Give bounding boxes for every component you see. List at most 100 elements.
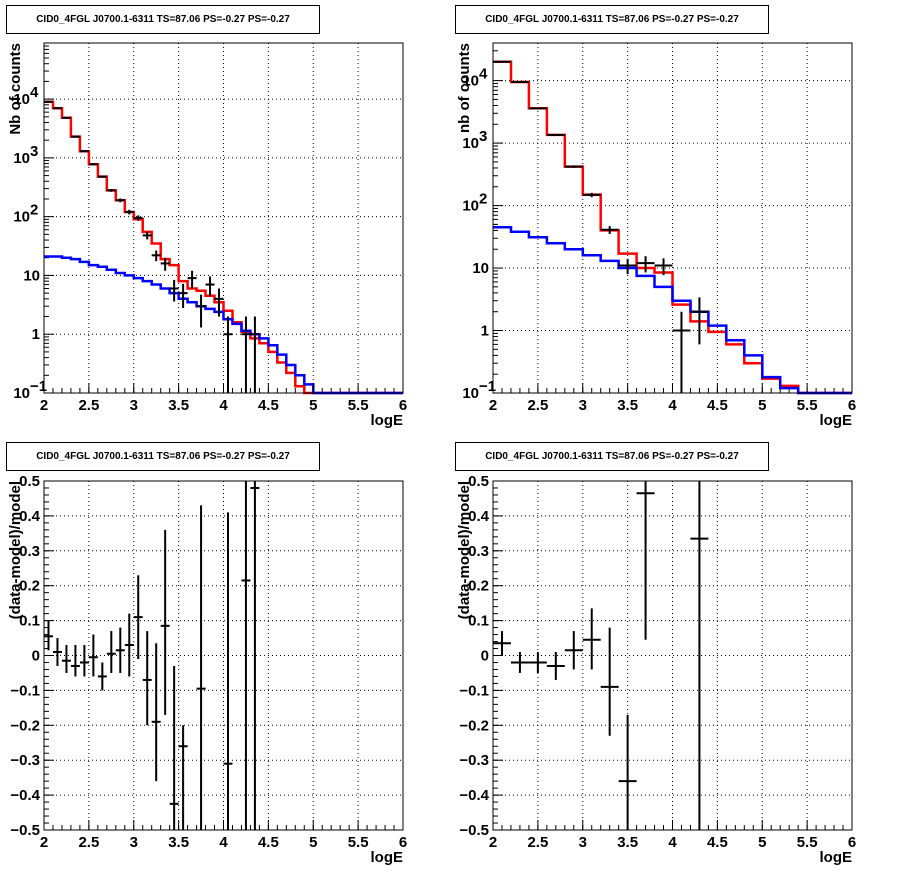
y-tick-label: 10 [13, 91, 30, 108]
data-point [618, 714, 637, 830]
data-point [690, 297, 709, 345]
x-tick-label: 6 [848, 834, 856, 851]
x-tick-label: 5 [758, 397, 766, 414]
data-point [169, 665, 179, 830]
pad-title: CID0_4FGL J0700.1-6311 TS=87.06 PS=-0.27… [455, 5, 769, 34]
data-point [70, 645, 80, 677]
y-tick-label: −0.2 [10, 717, 40, 734]
data-point [178, 283, 188, 308]
data-point [187, 270, 197, 289]
x-axis-title: logE [820, 849, 853, 866]
pad-title: CID0_4FGL J0700.1-6311 TS=87.06 PS=-0.27… [455, 442, 769, 471]
data-point [546, 652, 565, 680]
x-tick-label: 2.5 [527, 834, 548, 851]
y-tick-label: 0 [481, 648, 489, 665]
x-tick-label: 2 [40, 834, 48, 851]
y-axis-title: Nb of counts [7, 43, 24, 135]
data-point [205, 276, 215, 297]
data-point [106, 631, 116, 673]
data-point [52, 638, 62, 666]
y-tick-label: −0.4 [459, 787, 489, 804]
y-tick-label: 0.4 [468, 508, 490, 525]
y-tick-exponent: 3 [30, 143, 38, 160]
y-tick-label: 0.5 [19, 473, 40, 490]
y-tick-label: 0.2 [19, 578, 40, 595]
y-tick-label: 0.2 [468, 578, 489, 595]
data-point [223, 512, 233, 830]
y-tick-label: 0.3 [468, 543, 489, 560]
data-point [241, 316, 251, 393]
x-tick-label: 3.5 [617, 834, 638, 851]
data-point [510, 652, 529, 673]
x-tick-label: 2 [40, 397, 48, 414]
data-point [70, 135, 80, 138]
x-tick-label: 3 [579, 397, 587, 414]
data-point [44, 100, 53, 103]
y-tick-label: 0 [32, 648, 40, 665]
y-tick-label: 10 [472, 260, 489, 277]
data-point [250, 481, 260, 830]
x-tick-label: 3.5 [168, 834, 189, 851]
x-tick-label: 3 [579, 834, 587, 851]
data-point [115, 198, 125, 203]
x-tick-label: 3 [130, 397, 138, 414]
residuals-plot: 2 2.5 3 3.5 4 4.5 5 5.5 6 −0.5 −0.4 −0.3 −0.2 −0.1 0 0.… [456, 473, 856, 866]
x-tick-label: 4 [668, 397, 677, 414]
x-tick-label: 4.5 [707, 397, 728, 414]
pad-title: CID0_4FGL J0700.1-6311 TS=87.06 PS=-0.27… [6, 5, 320, 34]
y-tick-label: 0.3 [19, 543, 40, 560]
data-point [115, 627, 125, 673]
y-tick-label: 0.1 [19, 613, 40, 630]
background-model-step-line [493, 225, 852, 395]
data-point [250, 316, 260, 393]
pad-title-text: CID0_4FGL J0700.1-6311 TS=87.06 PS=-0.27… [36, 451, 290, 462]
data-point [160, 529, 170, 715]
data-point [546, 133, 565, 136]
pad-bottom-left: 2 2.5 3 3.5 4 4.5 5 5.5 6 −0.5 −0.4 −0.3 −0.2 −0.1 0 0.… [0, 437, 449, 875]
x-tick-label: 5 [758, 834, 766, 851]
data-point [124, 209, 134, 215]
x-tick-label: 5.5 [797, 834, 818, 851]
pad-bottom-right: 2 2.5 3 3.5 4 4.5 5 5.5 6 −0.5 −0.4 −0.3 −0.2 −0.1 0 0.… [449, 437, 898, 875]
data-point [79, 645, 89, 677]
pad-title-text: CID0_4FGL J0700.1-6311 TS=87.06 PS=-0.27… [36, 14, 290, 25]
x-tick-label: 6 [848, 397, 856, 414]
data-point [133, 215, 143, 221]
data-point [169, 279, 179, 302]
x-tick-label: 6 [399, 397, 407, 414]
y-tick-label: 10 [23, 267, 40, 284]
x-tick-label: 3.5 [168, 397, 189, 414]
data-point [636, 256, 655, 273]
pad-title: CID0_4FGL J0700.1-6311 TS=87.06 PS=-0.27… [6, 442, 320, 471]
data-point [241, 481, 251, 830]
x-tick-label: 5.5 [797, 397, 818, 414]
y-tick-label: 0.1 [468, 613, 489, 630]
data-point [528, 652, 547, 673]
y-tick-label: 10 [462, 385, 479, 402]
y-tick-exponent: −1 [30, 378, 47, 395]
y-tick-label: 10 [13, 385, 30, 402]
data-point [493, 60, 511, 63]
pad-title-text: CID0_4FGL J0700.1-6311 TS=87.06 PS=-0.27… [485, 451, 739, 462]
x-tick-label: 5 [309, 397, 317, 414]
y-tick-label: 0.4 [19, 508, 41, 525]
data-point [97, 662, 107, 691]
total-model-step-line [44, 100, 403, 395]
x-tick-label: 4 [219, 397, 228, 414]
pad-title-text: CID0_4FGL J0700.1-6311 TS=87.06 PS=-0.27… [485, 14, 739, 25]
y-tick-label: −0.3 [10, 752, 40, 769]
data-point [97, 175, 107, 178]
data-point [61, 116, 71, 119]
x-tick-label: 4.5 [258, 397, 279, 414]
data-point [582, 192, 601, 198]
data-point [79, 150, 89, 153]
data-point [196, 294, 206, 328]
residuals-plot: 2 2.5 3 3.5 4 4.5 5 5.5 6 −0.5 −0.4 −0.3 −0.2 −0.1 0 0.… [7, 473, 407, 866]
data-point [690, 481, 709, 830]
x-tick-label: 4.5 [258, 834, 279, 851]
data-point [672, 311, 691, 393]
x-tick-label: 4 [219, 834, 228, 851]
x-tick-label: 2.5 [78, 834, 99, 851]
data-point [88, 163, 98, 166]
y-tick-label: −0.4 [10, 787, 40, 804]
